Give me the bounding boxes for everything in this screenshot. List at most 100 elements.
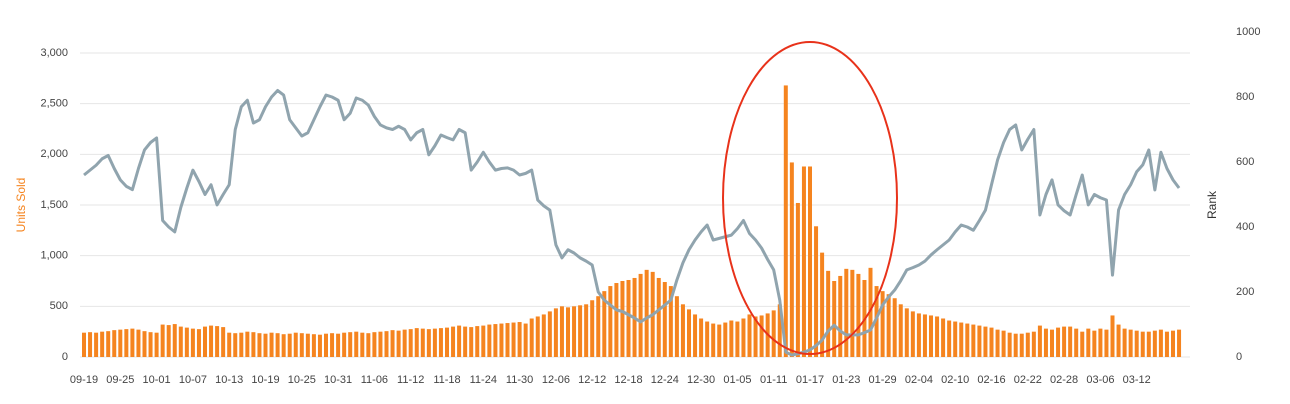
bar: [311, 334, 316, 357]
bar: [795, 202, 800, 357]
bar: [886, 294, 891, 357]
bar: [1062, 326, 1067, 357]
bar: [227, 332, 232, 357]
bar: [868, 267, 873, 357]
bar: [154, 332, 159, 357]
bar: [1031, 331, 1036, 357]
bar: [596, 296, 601, 357]
y2-axis-title: Rank: [1205, 190, 1219, 219]
bar: [445, 327, 449, 357]
bar: [457, 325, 462, 357]
bar: [378, 331, 383, 357]
y-tick-label: 2,000: [40, 148, 68, 160]
bar: [372, 332, 377, 357]
bar: [396, 330, 401, 357]
bar: [160, 324, 165, 357]
bar: [904, 308, 909, 357]
x-tick-label: 12-18: [614, 374, 642, 386]
bar: [541, 314, 546, 357]
bar: [910, 311, 915, 357]
bar: [420, 328, 425, 357]
x-tick-label: 01-29: [869, 374, 897, 386]
bar: [94, 332, 99, 357]
bar: [547, 311, 552, 357]
bar: [1134, 330, 1139, 357]
x-tick-label: 09-19: [70, 374, 98, 386]
bar: [559, 306, 564, 357]
bar: [408, 329, 413, 357]
bar: [741, 318, 746, 357]
bar: [1110, 315, 1115, 357]
x-tick-label: 12-24: [651, 374, 679, 386]
x-tick-label: 11-18: [433, 374, 460, 386]
bar: [680, 304, 685, 357]
bar: [1019, 333, 1024, 357]
bar: [1056, 327, 1061, 357]
bar: [233, 333, 238, 357]
bar: [1050, 329, 1054, 357]
bar: [590, 300, 595, 357]
bar: [487, 324, 492, 357]
bar: [941, 318, 946, 357]
bar: [166, 325, 171, 357]
bar: [801, 166, 806, 357]
bar: [178, 326, 183, 357]
bar: [251, 332, 256, 357]
x-tick-label: 01-11: [760, 374, 787, 386]
bar: [245, 331, 250, 357]
x-tick-label: 01-17: [796, 374, 824, 386]
y-tick-label: 2,500: [40, 98, 68, 110]
x-tick-label: 11-24: [470, 374, 497, 386]
x-tick-label: 02-16: [977, 374, 1005, 386]
grid: [80, 52, 1190, 358]
bar: [1152, 330, 1157, 357]
bar: [880, 291, 885, 357]
bar: [729, 320, 734, 357]
bar: [947, 320, 952, 357]
bar: [336, 333, 341, 357]
bar: [184, 327, 189, 357]
x-tick-label: 02-22: [1014, 374, 1042, 386]
bar: [124, 329, 129, 357]
bar: [1092, 330, 1097, 357]
bar: [317, 334, 322, 357]
bar: [850, 269, 855, 357]
bar: [777, 304, 782, 357]
bar: [759, 315, 764, 357]
bar: [263, 333, 268, 357]
bar: [838, 275, 843, 357]
bar: [711, 323, 716, 357]
bar: [935, 316, 940, 357]
bar: [1080, 331, 1085, 357]
x-tick-label: 12-12: [578, 374, 606, 386]
y-tick-label: 0: [62, 351, 68, 363]
bar: [142, 331, 147, 357]
bar: [620, 281, 625, 357]
y-tick-label: 3,000: [40, 47, 68, 59]
bar: [1146, 331, 1151, 357]
lines: [83, 89, 1181, 357]
bar: [330, 333, 335, 357]
x-tick-label: 10-25: [288, 374, 316, 386]
bar: [1043, 328, 1048, 357]
y2-tick-label: 600: [1236, 156, 1254, 168]
y2-tick-label: 1000: [1236, 26, 1260, 38]
x-tick-label: 12-30: [687, 374, 715, 386]
x-tick-label: 01-05: [723, 374, 751, 386]
bar: [989, 327, 994, 357]
x-tick-label: 03-06: [1086, 374, 1114, 386]
y2-tick-label: 400: [1236, 221, 1254, 233]
x-tick-label: 03-12: [1123, 374, 1151, 386]
x-tick-label: 11-30: [506, 374, 533, 386]
x-tick-label: 01-23: [832, 374, 860, 386]
bar: [475, 326, 480, 357]
x-tick-label: 02-28: [1050, 374, 1078, 386]
bar: [1128, 329, 1133, 357]
x-tick-label: 11-06: [361, 374, 388, 386]
bar: [614, 283, 619, 357]
bar: [1164, 331, 1169, 357]
bar: [529, 318, 534, 357]
bar: [130, 328, 135, 357]
y-tick-label: 1,500: [40, 199, 68, 211]
